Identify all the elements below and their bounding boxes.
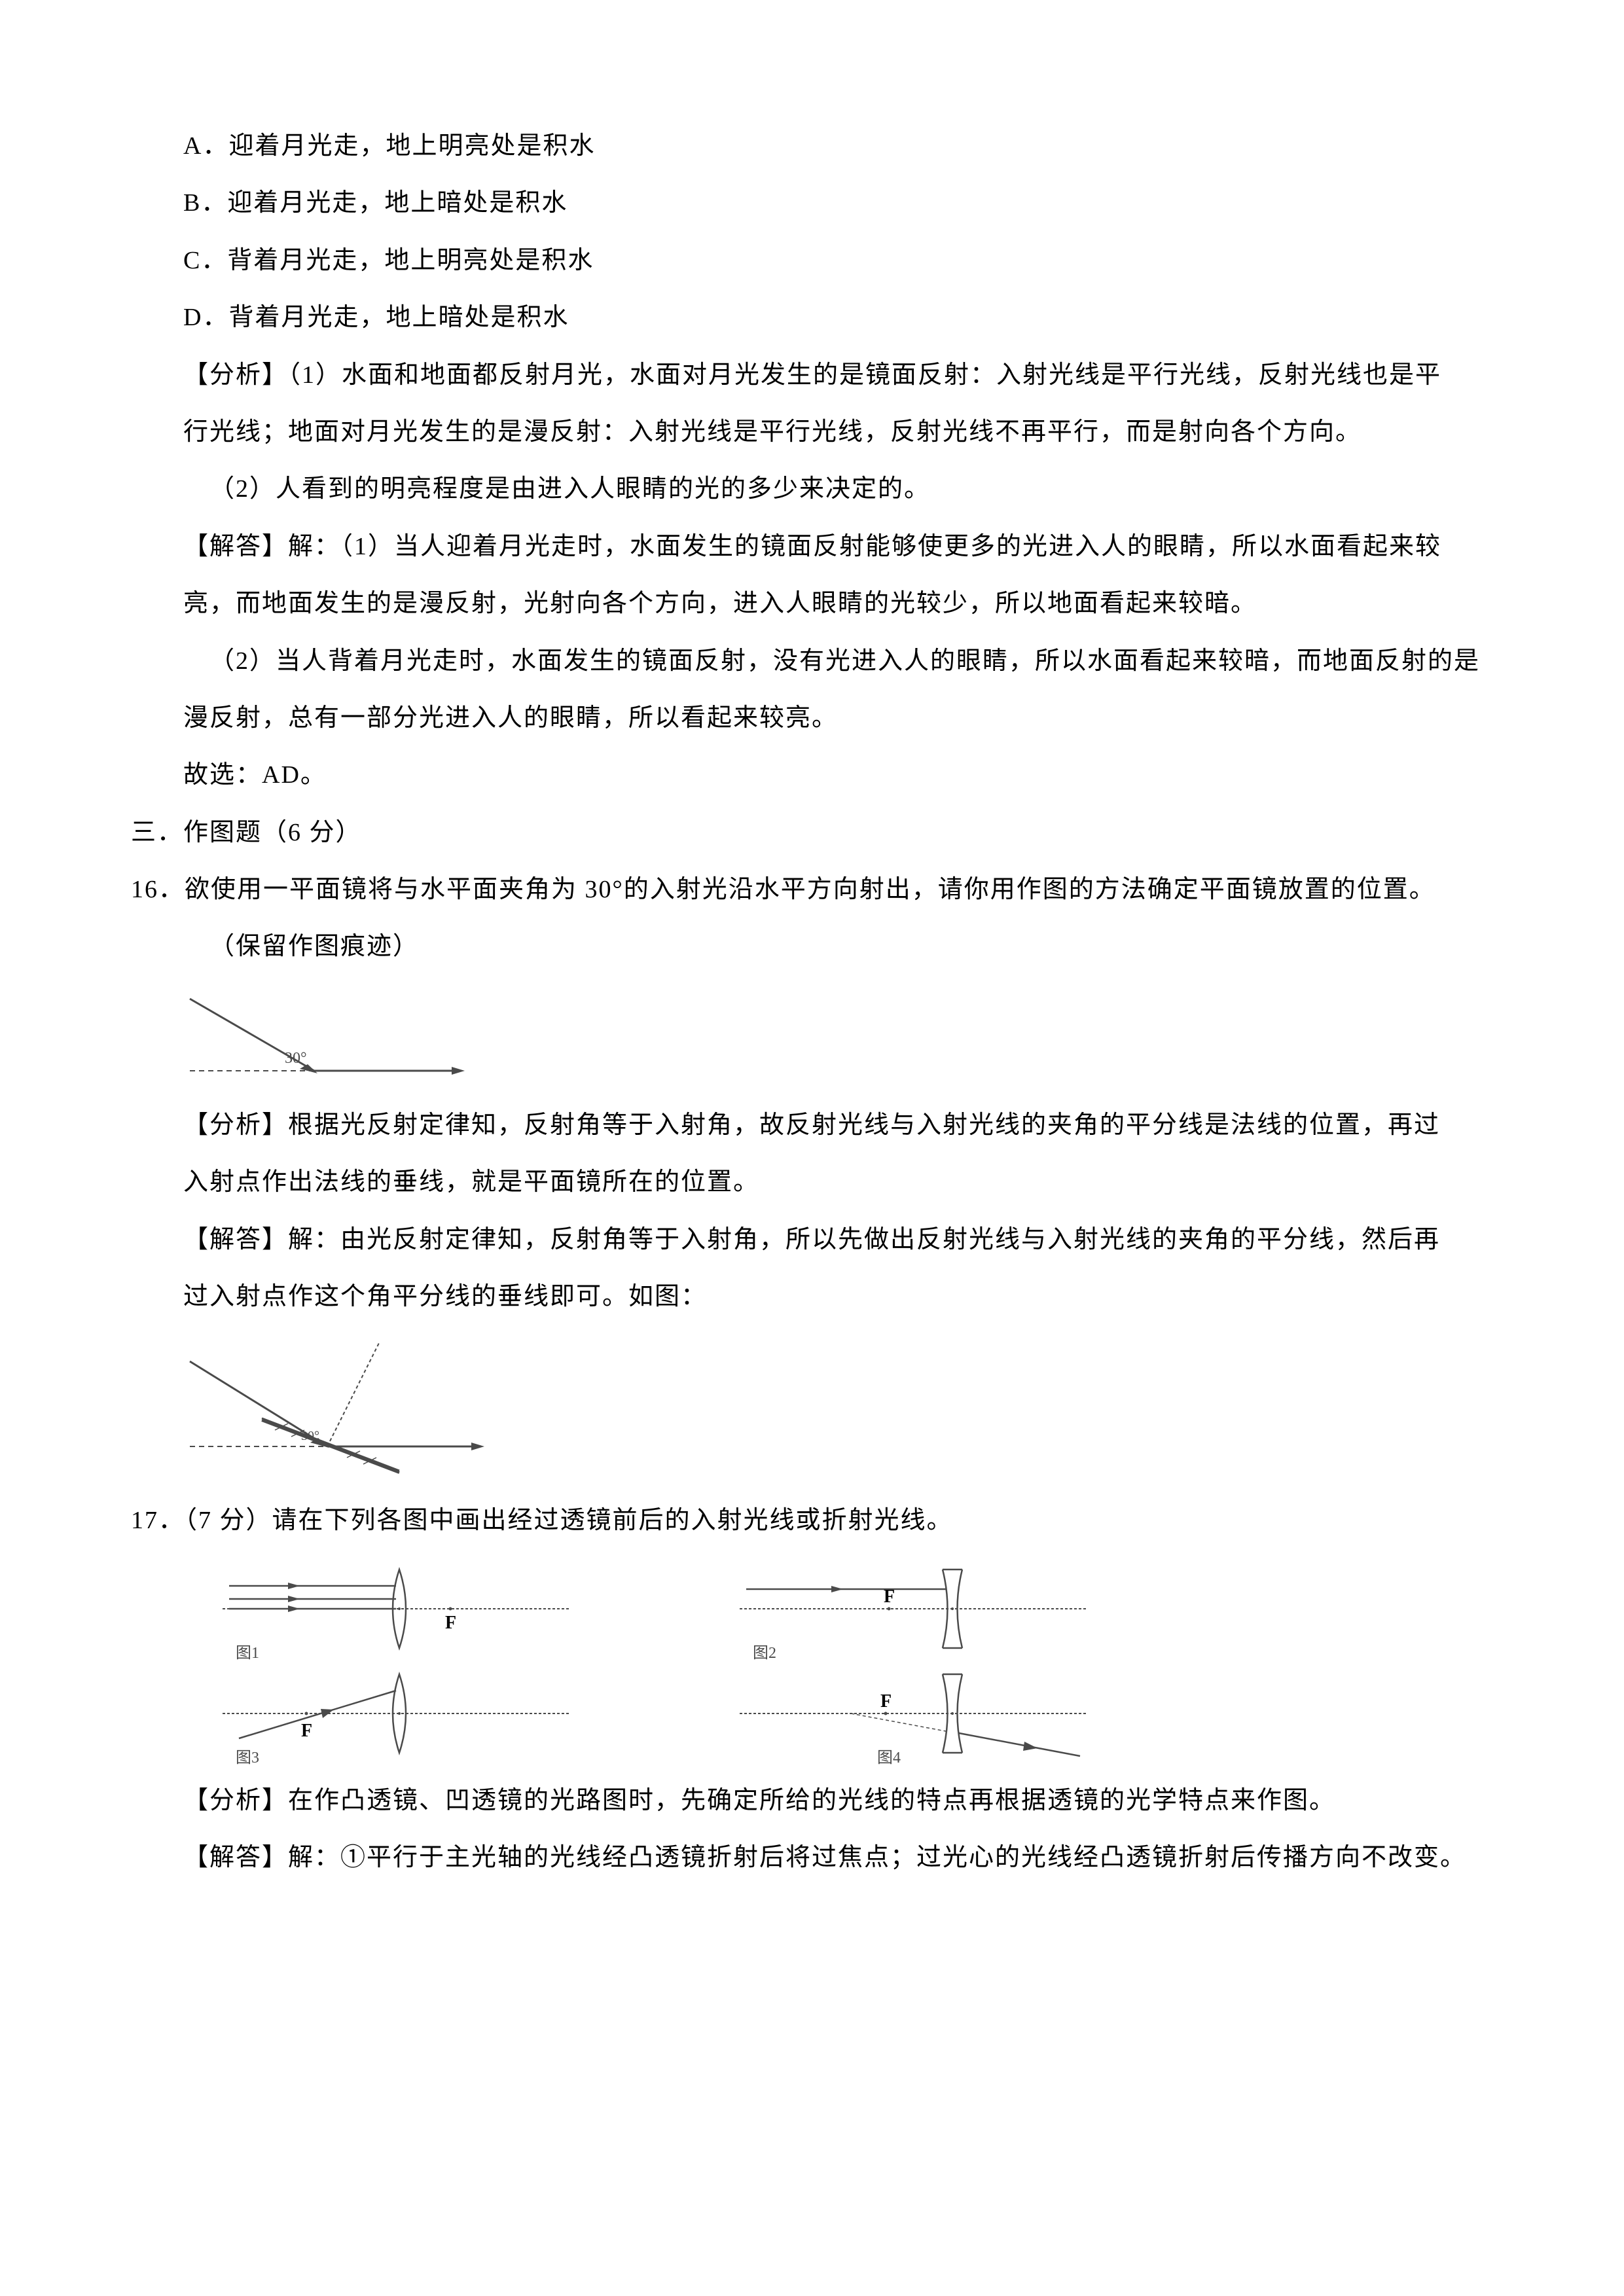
lens-row-2: F 图3 F 图4 — [131, 1668, 1493, 1759]
analysis16-text: 根据光反射定律知，反射角等于入射角，故反射光线与入射光线的夹角的平分线是法线的位… — [288, 1111, 1440, 1139]
analysis17-line1: 【分析】在作凸透镜、凹透镜的光路图时，先确定所给的光线的特点再根据透镜的光学特点… — [131, 1772, 1493, 1829]
option-a: A．迎着月光走，地上明亮处是积水 — [131, 118, 1493, 175]
q16-num: 16． — [131, 876, 185, 903]
solution16-prefix: 解： — [288, 1226, 340, 1253]
analysis-label: 【分析】 — [183, 361, 288, 389]
fig2-label: 图2 — [753, 1645, 776, 1662]
solution16-line2: 过入射点作这个角平分线的垂线即可。如图： — [131, 1268, 1493, 1325]
solution17-label: 【解答】 — [183, 1844, 288, 1871]
analysis15-line3: （2）人看到的明亮程度是由进入人眼睛的光的多少来决定的。 — [131, 461, 1493, 518]
solution15-line1: 【解答】解：（1）当人迎着月光走时，水面发生的镜面反射能够使更多的光进入人的眼睛… — [131, 518, 1493, 575]
lens-diagram-1: F 图1 — [216, 1563, 576, 1655]
option-b: B．迎着月光走，地上暗处是积水 — [131, 175, 1493, 232]
analysis15-line1: 【分析】（1）水面和地面都反射月光，水面对月光发生的是镜面反射：入射光线是平行光… — [131, 347, 1493, 404]
solution17-line1: 【解答】解：①平行于主光轴的光线经凸透镜折射后将过焦点；过光心的光线经凸透镜折射… — [131, 1829, 1493, 1886]
lens-row-1: F 图1 F 图2 — [131, 1563, 1493, 1655]
q17-points: （7 分） — [185, 1507, 272, 1534]
analysis17-label: 【分析】 — [183, 1787, 288, 1814]
analysis16-line1: 【分析】根据光反射定律知，反射角等于入射角，故反射光线与入射光线的夹角的平分线是… — [131, 1097, 1493, 1154]
fig3-label: 图3 — [236, 1749, 259, 1767]
analysis16-line2: 入射点作出法线的垂线，就是平面镜所在的位置。 — [131, 1154, 1493, 1211]
solution15-prefix1: （1） — [340, 533, 394, 560]
solution15-prefix2: （2） — [209, 647, 276, 675]
solution15-part2: 当人背着月光走时，水面发生的镜面反射，没有光进入人的眼睛，所以水面看起来较暗，而… — [276, 647, 1480, 675]
option-c: C．背着月光走，地上明亮处是积水 — [131, 232, 1493, 289]
focus-label-1: F — [445, 1613, 456, 1633]
option-d: D．背着月光走，地上暗处是积水 — [131, 289, 1493, 346]
solution15-line4: 漫反射，总有一部分光进入人的眼睛，所以看起来较亮。 — [131, 690, 1493, 747]
q17-num: 17． — [131, 1507, 185, 1534]
focus-label-4: F — [880, 1691, 892, 1712]
question17-line1: 17．（7 分）请在下列各图中画出经过透镜前后的入射光线或折射光线。 — [131, 1492, 1493, 1549]
solution17-prefix: 解： — [288, 1844, 340, 1871]
solution-label: 【解答】 — [183, 533, 288, 560]
analysis15-prefix1: （1） — [288, 361, 342, 389]
question16-sub: （保留作图痕迹） — [131, 918, 1493, 975]
lens-diagram-3: F 图3 — [216, 1668, 576, 1759]
question16-line1: 16．欲使用一平面镜将与水平面夹角为 30°的入射光沿水平方向射出，请你用作图的… — [131, 861, 1493, 918]
angle-label: 30° — [285, 1050, 307, 1067]
fig1-label: 图1 — [236, 1645, 259, 1662]
q16-diagram1: 30° — [131, 986, 1493, 1087]
solution15-prefix: 解： — [288, 533, 340, 560]
analysis15-part1: 水面和地面都反射月光，水面对月光发生的是镜面反射：入射光线是平行光线，反射光线也… — [342, 361, 1441, 389]
solution15-part1: 当人迎着月光走时，水面发生的镜面反射能够使更多的光进入人的眼睛，所以水面看起来较 — [394, 533, 1441, 560]
q16-diagram2: 30° — [131, 1335, 1493, 1482]
solution17-text: ①平行于主光轴的光线经凸透镜折射后将过焦点；过光心的光线经凸透镜折射后传播方向不… — [340, 1844, 1466, 1871]
analysis15-line2: 行光线；地面对月光发生的是漫反射：入射光线是平行光线，反射光线不再平行，而是射向… — [131, 404, 1493, 461]
analysis17-text: 在作凸透镜、凹透镜的光路图时，先确定所给的光线的特点再根据透镜的光学特点来作图。 — [288, 1787, 1335, 1814]
lens-diagram-2: F 图2 — [733, 1563, 1093, 1655]
lens-diagram-4: F 图4 — [733, 1668, 1093, 1759]
analysis15-part2: 人看到的明亮程度是由进入人眼睛的光的多少来决定的。 — [276, 475, 930, 503]
solution15-conclusion: 故选：AD。 — [131, 747, 1493, 804]
solution15-line2: 亮，而地面发生的是漫反射，光射向各个方向，进入人眼睛的光较少，所以地面看起来较暗… — [131, 575, 1493, 632]
focus-label-2: F — [884, 1587, 895, 1607]
focus-label-3: F — [301, 1721, 312, 1741]
fig4-label: 图4 — [877, 1749, 901, 1767]
analysis15-prefix2: （2） — [209, 475, 276, 503]
q17-text: 请在下列各图中画出经过透镜前后的入射光线或折射光线。 — [272, 1507, 953, 1534]
analysis16-label: 【分析】 — [183, 1111, 288, 1139]
solution16-text: 由光反射定律知，反射角等于入射角，所以先做出反射光线与入射光线的夹角的平分线，然… — [340, 1226, 1440, 1253]
solution16-label: 【解答】 — [183, 1226, 288, 1253]
solution16-line1: 【解答】解：由光反射定律知，反射角等于入射角，所以先做出反射光线与入射光线的夹角… — [131, 1211, 1493, 1268]
q16-text: 欲使用一平面镜将与水平面夹角为 30°的入射光沿水平方向射出，请你用作图的方法确… — [185, 876, 1435, 903]
section3-header: 三．作图题（6 分） — [131, 804, 1493, 861]
svg-text:30°: 30° — [301, 1429, 319, 1443]
solution15-line3: （2）当人背着月光走时，水面发生的镜面反射，没有光进入人的眼睛，所以水面看起来较… — [131, 633, 1493, 690]
